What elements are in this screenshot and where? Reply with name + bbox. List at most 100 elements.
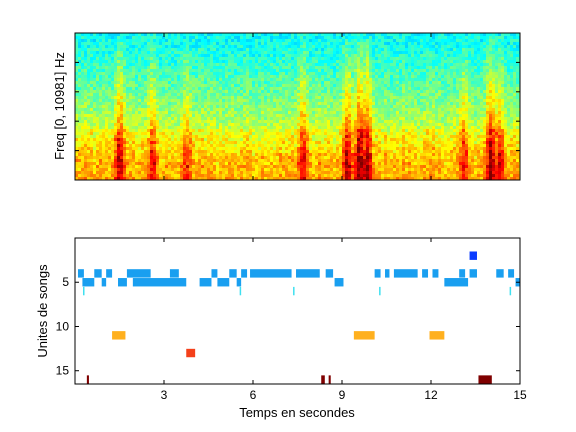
spectrogram-cell [432, 69, 436, 73]
spectrogram-cell [435, 54, 439, 58]
spectrogram-cell [165, 84, 169, 88]
spectrogram-cell [246, 51, 250, 55]
spectrogram-cell [333, 69, 337, 73]
spectrogram-cell [516, 57, 520, 61]
spectrogram-cell [123, 69, 127, 73]
spectrogram-cell [309, 42, 313, 46]
spectrogram-cell [78, 66, 82, 70]
spectrogram-cell [324, 114, 328, 118]
spectrogram-cell [504, 129, 508, 133]
spectrogram-cell [402, 39, 406, 43]
spectrogram-cell [447, 96, 451, 100]
spectrogram-cell [402, 102, 406, 106]
spectrogram-cell [171, 123, 175, 127]
spectrogram-cell [384, 123, 388, 127]
spectrogram-cell [477, 48, 481, 52]
spectrogram-cell [252, 48, 256, 52]
spectrogram-cell [516, 129, 520, 133]
spectrogram-cell [333, 120, 337, 124]
spectrogram-cell [288, 114, 292, 118]
spectrogram-cell [207, 126, 211, 130]
spectrogram-cell [96, 129, 100, 133]
spectrogram-cell [327, 93, 331, 97]
spectrogram-cell [243, 54, 247, 58]
spectrogram-cell [264, 51, 268, 55]
spectrogram-cell [417, 45, 421, 49]
spectrogram-cell [294, 111, 298, 115]
spectrogram-cell [126, 36, 130, 40]
spectrogram-cell [456, 93, 460, 97]
spectrogram-cell [291, 78, 295, 82]
spectrogram-cell [252, 78, 256, 82]
spectrogram-cell [429, 93, 433, 97]
spectrogram-cell [405, 84, 409, 88]
spectrogram-cell [387, 111, 391, 115]
spectrogram-cell [282, 42, 286, 46]
spectrogram-cell [414, 126, 418, 130]
spectrogram-cell [228, 99, 232, 103]
spectrogram-cell [126, 108, 130, 112]
spectrogram-cell [270, 48, 274, 52]
spectrogram-cell [459, 63, 463, 67]
spectrogram-cell [153, 51, 157, 55]
spectrogram-cell [444, 102, 448, 106]
spectrogram-cell [390, 75, 394, 79]
spectrogram-cell [354, 117, 358, 121]
spectrogram-cell [177, 66, 181, 70]
spectrogram-cell [366, 105, 370, 109]
spectrogram-cell [456, 54, 460, 58]
spectrogram-cell [387, 45, 391, 49]
spectrogram-cell [225, 111, 229, 115]
spectrogram-cell [93, 45, 97, 49]
spectrogram-cell [114, 48, 118, 52]
spectrogram-cell [372, 54, 376, 58]
spectrogram-cell [483, 36, 487, 40]
spectrogram-cell [267, 93, 271, 97]
spectrogram-cell [219, 48, 223, 52]
spectrogram-cell [216, 93, 220, 97]
spectrogram-cell [444, 99, 448, 103]
spectrogram-cell [123, 90, 127, 94]
spectrogram-cell [303, 45, 307, 49]
spectrogram-cell [273, 33, 277, 37]
spectrogram-cell [447, 120, 451, 124]
spectrogram-cell [87, 45, 91, 49]
spectrogram-cell [345, 63, 349, 67]
spectrogram-cell [318, 60, 322, 64]
spectrogram-cell [486, 42, 490, 46]
spectrogram-cell [303, 129, 307, 133]
spectrogram-cell [180, 114, 184, 118]
spectrogram-cell [327, 84, 331, 88]
spectrogram-cell [183, 42, 187, 46]
spectrogram-cell [126, 66, 130, 70]
spectrogram-cell [207, 96, 211, 100]
spectrogram-cell [96, 90, 100, 94]
spectrogram-cell [357, 129, 361, 133]
spectrogram-cell [165, 90, 169, 94]
spectrogram-cell [432, 48, 436, 52]
spectrogram-cell [330, 48, 334, 52]
spectrogram-cell [324, 36, 328, 40]
spectrogram-cell [402, 81, 406, 85]
spectrogram-cell [339, 81, 343, 85]
spectrogram-cell [204, 81, 208, 85]
spectrogram-cell [435, 72, 439, 76]
spectrogram-cell [153, 81, 157, 85]
spectrogram-cell [450, 114, 454, 118]
spectrogram-cell [270, 87, 274, 91]
spectrogram-cell [180, 93, 184, 97]
spectrogram-cell [240, 105, 244, 109]
spectrogram-cell [144, 51, 148, 55]
spectrogram-cell [324, 117, 328, 121]
spectrogram-cell [369, 39, 373, 43]
spectrogram-cell [408, 54, 412, 58]
spectrogram-cell [402, 87, 406, 91]
spectrogram-cell [426, 69, 430, 73]
spectrogram-cell [267, 108, 271, 112]
spectrogram-cell [390, 114, 394, 118]
spectrogram-cell [501, 33, 505, 37]
spectrogram-cell [213, 48, 217, 52]
spectrogram-cell [246, 75, 250, 79]
spectrogram-cell [351, 108, 355, 112]
spectrogram-cell [258, 72, 262, 76]
